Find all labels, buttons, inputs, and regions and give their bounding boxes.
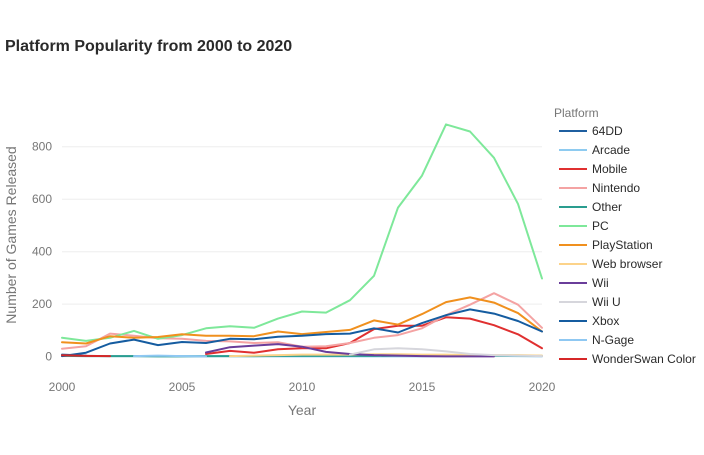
y-tick-label: 600: [32, 192, 52, 206]
legend-title: Platform: [554, 106, 599, 120]
legend-entry-arcade: Arcade: [592, 143, 630, 157]
series-line-pc: [61, 123, 543, 342]
legend-entry-pc: PC: [592, 219, 609, 233]
legend: Platform 64DD Arcade Mobile Nintendo Other PC…: [554, 106, 696, 366]
x-tick-label: 2020: [529, 380, 556, 394]
legend-entry-nintendo: Nintendo: [592, 181, 640, 195]
axis-tick-labels: 0 200 400 600 800 2000 2005 2010 2015 2020: [32, 140, 556, 394]
legend-entry-64dd: 64DD: [592, 124, 623, 138]
legend-entry-other: Other: [592, 200, 622, 214]
legend-entry-wii-u: Wii U: [592, 295, 621, 309]
series-line-wii-u: [349, 347, 543, 358]
chart-title: Platform Popularity from 2000 to 2020: [5, 38, 292, 55]
series-lines: [61, 123, 543, 358]
legend-entry-xbox: Xbox: [592, 314, 619, 328]
legend-entry-wonderswan-color: WonderSwan Color: [592, 352, 696, 366]
legend-items: 64DD Arcade Mobile Nintendo Other PC PlayStati…: [559, 124, 696, 366]
series-line-xbox: [61, 308, 543, 358]
y-tick-label: 200: [32, 297, 52, 311]
series-line-playstation: [61, 296, 543, 345]
x-tick-label: 2000: [49, 380, 76, 394]
y-axis-label: Number of Games Released: [3, 146, 19, 323]
y-tick-label: 800: [32, 140, 52, 154]
legend-entry-n-gage: N-Gage: [592, 333, 634, 347]
x-tick-label: 2010: [289, 380, 316, 394]
legend-entry-wii: Wii: [592, 276, 609, 290]
x-tick-label: 2015: [409, 380, 436, 394]
legend-entry-mobile: Mobile: [592, 162, 628, 176]
y-tick-label: 0: [45, 350, 52, 364]
series-line-wonderswan-color: [61, 354, 111, 358]
legend-entry-playstation: PlayStation: [592, 238, 653, 252]
series-line-n-gage: [133, 354, 207, 358]
x-tick-label: 2005: [169, 380, 196, 394]
x-axis-label: Year: [288, 402, 317, 418]
legend-entry-web-browser: Web browser: [592, 257, 662, 271]
y-tick-label: 400: [32, 245, 52, 259]
